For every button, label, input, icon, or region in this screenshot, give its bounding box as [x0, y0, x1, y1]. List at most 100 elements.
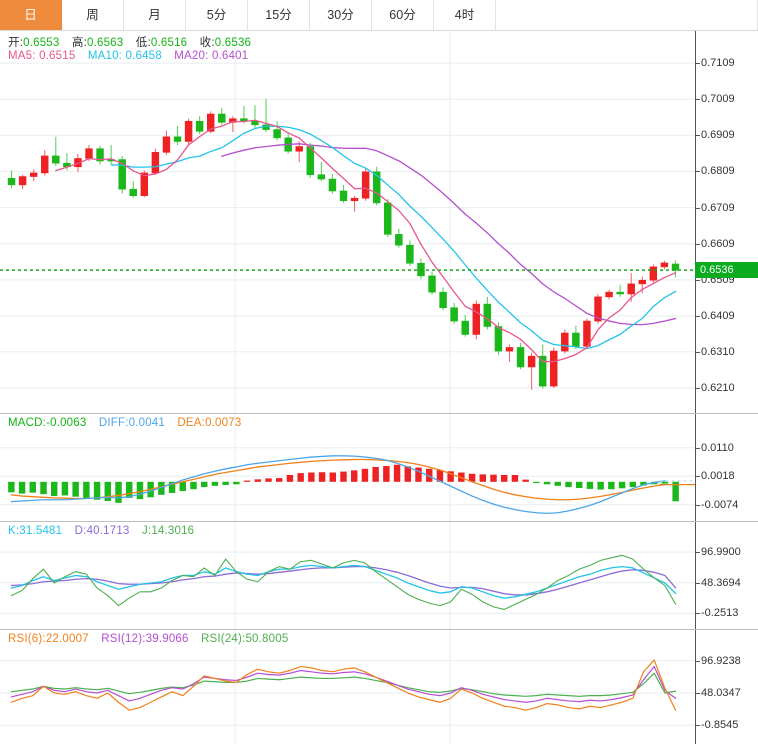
candle — [7, 170, 16, 189]
candle — [561, 329, 569, 354]
macd-hist-bar — [211, 481, 219, 486]
kdj-legend: K:31.5481 D:40.1713 J:14.3016 — [8, 525, 203, 537]
macd-hist-bar — [640, 481, 647, 486]
axis-tick-mark — [696, 552, 700, 554]
candle — [251, 105, 259, 128]
macd-panel[interactable]: MACD:-0.0063 DIFF:0.0041 DEA:0.0073 0.01… — [0, 414, 758, 522]
kdj-plot[interactable] — [0, 522, 695, 629]
chart-area: 开:0.6553 高:0.6563 低:0.6516 收:0.6536 MA5:… — [0, 31, 758, 744]
axis-tick-label: -0.2513 — [701, 607, 739, 620]
macd-hist-bar — [286, 475, 294, 482]
kdj-svg — [0, 522, 695, 629]
macd-hist-bar — [93, 481, 101, 500]
candle — [428, 271, 436, 295]
macd-hist-bar — [576, 481, 583, 488]
candle — [605, 289, 613, 300]
macd-hist-bar — [447, 471, 454, 482]
tab-month-label: 月 — [148, 8, 161, 22]
macd-hist-bar — [672, 481, 679, 502]
rsi24-label: RSI(24): — [201, 633, 246, 645]
macd-hist-bar — [426, 468, 433, 482]
tab-5min-label: 5分 — [206, 8, 227, 22]
dea-label: DEA: — [177, 417, 206, 429]
price-plot[interactable] — [0, 31, 695, 413]
high-label: 高: — [71, 37, 87, 49]
tab-60min[interactable]: 60分 — [372, 0, 434, 30]
j-value: 14.3016 — [151, 525, 195, 537]
tab-week[interactable]: 周 — [62, 0, 124, 30]
candle — [483, 296, 492, 330]
rsi-plot[interactable] — [0, 630, 695, 744]
tab-month[interactable]: 月 — [124, 0, 186, 30]
close-label: 收: — [199, 37, 215, 49]
macd-plot[interactable] — [0, 414, 695, 521]
axis-tick-mark — [696, 504, 700, 506]
macd-svg — [0, 414, 695, 521]
k-label: K: — [8, 525, 20, 537]
macd-hist-bar — [404, 466, 411, 482]
tabbar-filler — [496, 0, 758, 30]
open-label: 开: — [8, 37, 24, 49]
axis-tick-label: 0.6909 — [701, 129, 735, 142]
candle — [660, 260, 669, 270]
axis-tick-label: 0.0018 — [701, 470, 735, 483]
macd-hist-bar — [190, 481, 197, 490]
macd-hist-bar — [276, 478, 283, 482]
macd-hist-bar — [201, 481, 208, 488]
tab-5min[interactable]: 5分 — [186, 0, 248, 30]
ma10-label: MA10: — [87, 50, 123, 62]
macd-hist-bar — [661, 481, 669, 484]
rsi24-value: 50.8005 — [245, 633, 289, 645]
macd-legend: MACD:-0.0063 DIFF:0.0041 DEA:0.0073 — [8, 417, 250, 429]
tab-4hour[interactable]: 4时 — [434, 0, 496, 30]
candle — [151, 148, 160, 175]
axis-tick-mark — [696, 692, 700, 694]
ma20-value: 0.6401 — [211, 50, 249, 62]
dea-value: 0.0073 — [205, 417, 242, 429]
macd-hist-bar — [8, 481, 15, 493]
candle — [439, 287, 447, 311]
macd-axis: 0.0110 0.0018 -0.0074 — [695, 414, 758, 521]
tab-30min[interactable]: 30分 — [310, 0, 372, 30]
candle — [417, 258, 425, 279]
axis-tick-label: 48.0347 — [701, 686, 741, 699]
axis-tick-mark — [696, 207, 700, 209]
tab-15min[interactable]: 15分 — [248, 0, 310, 30]
candle — [450, 303, 458, 324]
tab-day[interactable]: 日 — [0, 0, 62, 30]
macd-hist-bar — [565, 481, 572, 488]
candle — [118, 155, 126, 194]
axis-tick-mark — [696, 351, 700, 353]
candle — [229, 116, 237, 133]
axis-tick-mark — [696, 279, 700, 281]
kdj-panel[interactable]: K:31.5481 D:40.1713 J:14.3016 96.9900 48.… — [0, 522, 758, 630]
macd-hist-bar — [586, 481, 594, 489]
axis-tick-mark — [696, 243, 700, 245]
ma10-value: 0.6458 — [125, 50, 162, 62]
kdj-axis: 96.9900 48.3694 -0.2513 — [695, 522, 758, 629]
macd-hist-bar — [533, 481, 540, 484]
axis-tick-mark — [696, 447, 700, 449]
candle — [273, 121, 281, 141]
axis-tick-label: 0.6409 — [701, 310, 735, 323]
macd-hist-bar — [51, 481, 58, 497]
low-value: 0.6516 — [150, 37, 188, 49]
macd-hist-bar — [340, 471, 347, 482]
macd-hist-bar — [40, 481, 47, 495]
axis-tick-mark — [696, 63, 700, 65]
rsi-svg — [0, 630, 695, 744]
ma5-value: 0.6515 — [39, 50, 76, 62]
candle — [395, 228, 403, 248]
ma20-label: MA20: — [174, 50, 209, 62]
candle — [107, 145, 115, 164]
price-panel[interactable]: 开:0.6553 高:0.6563 低:0.6516 收:0.6536 MA5:… — [0, 31, 758, 414]
axis-tick-label: 0.6809 — [701, 165, 735, 178]
rsi-panel[interactable]: RSI(6):22.0007 RSI(12):39.9066 RSI(24):5… — [0, 630, 758, 744]
axis-tick-label: 0.7109 — [701, 57, 735, 70]
macd-hist-bar — [308, 472, 315, 482]
macd-hist-bar — [115, 481, 122, 503]
candle — [671, 260, 680, 278]
candle — [616, 284, 624, 297]
tab-30min-label: 30分 — [327, 8, 354, 22]
candle — [339, 184, 348, 203]
